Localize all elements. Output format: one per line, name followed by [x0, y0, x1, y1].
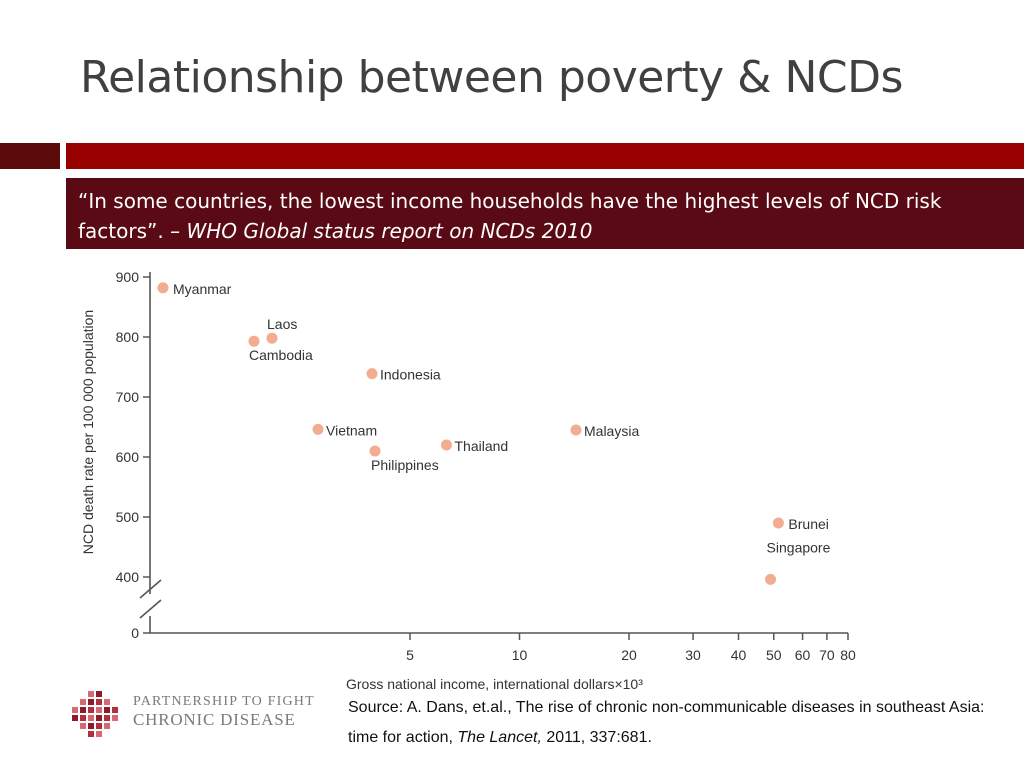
cross-grid-icon: [72, 691, 118, 737]
logo-cell: [104, 723, 110, 729]
quote-box: “In some countries, the lowest income ho…: [66, 178, 1024, 249]
accent-bar-dark: [0, 143, 60, 169]
y-tick-label: 700: [116, 389, 140, 405]
quote-citation: – WHO Global status report on NCDs 2010: [170, 219, 593, 243]
logo-cell: [88, 715, 94, 721]
x-tick-label: 60: [795, 647, 811, 663]
source-prefix: Source: A. Dans, et.al., The rise of chr…: [348, 699, 985, 746]
data-point-label: Laos: [267, 316, 297, 332]
source-publication: The Lancet,: [457, 729, 542, 746]
data-point-label: Cambodia: [249, 347, 313, 363]
logo-cell: [112, 715, 118, 721]
logo-cell: [80, 707, 86, 713]
y-tick-label: 600: [116, 449, 140, 465]
data-point-label: Indonesia: [380, 367, 441, 383]
logo-cell: [112, 707, 118, 713]
y-axis-title: NCD death rate per 100 000 population: [80, 310, 96, 554]
logo-cell: [72, 707, 78, 713]
data-point: [266, 332, 278, 344]
logo-cell: [88, 723, 94, 729]
logo-cell: [80, 699, 86, 705]
data-point-label: Myanmar: [173, 281, 232, 297]
data-point-label: Singapore: [767, 539, 831, 555]
quote-text: “In some countries, the lowest income ho…: [78, 189, 942, 243]
logo-cell: [104, 715, 110, 721]
x-tick-label: 50: [766, 647, 782, 663]
slide-title: Relationship between poverty & NCDs: [80, 52, 903, 103]
data-point: [772, 517, 784, 529]
data-point: [157, 282, 169, 294]
y-tick-label: 900: [116, 269, 140, 285]
x-axis-title: Gross national income, international dol…: [346, 676, 643, 692]
x-tick-label: 20: [621, 647, 637, 663]
data-point: [312, 423, 324, 435]
y-axis-break-mark: [139, 579, 162, 599]
logo-text: PARTNERSHIP TO FIGHT CHRONIC DISEASE: [133, 693, 315, 729]
logo-cell: [88, 699, 94, 705]
x-tick-label: 5: [406, 647, 414, 663]
data-point-label: Vietnam: [326, 422, 377, 438]
logo-cell: [80, 715, 86, 721]
logo-cell: [96, 691, 102, 697]
logo-cell: [104, 699, 110, 705]
chart-points: Myanmar Laos Cambodia Indonesia Vietnam Phili…: [157, 281, 831, 585]
data-point-label: Brunei: [788, 516, 828, 532]
data-point: [441, 439, 453, 451]
source-citation: Source: A. Dans, et.al., The rise of chr…: [348, 693, 1018, 753]
logo-cell: [96, 731, 102, 737]
x-tick-label: 80: [840, 647, 856, 663]
x-tick-label: 40: [731, 647, 747, 663]
x-tick-label: 30: [685, 647, 701, 663]
logo-cell: [80, 723, 86, 729]
logo-cell: [96, 715, 102, 721]
x-tick-label: 10: [512, 647, 528, 663]
partnership-logo: PARTNERSHIP TO FIGHT CHRONIC DISEASE: [68, 689, 318, 739]
accent-bar-red: [66, 143, 1024, 169]
data-point-label: Philippines: [371, 457, 439, 473]
logo-cell: [72, 715, 78, 721]
data-point: [248, 335, 260, 347]
data-point: [366, 368, 378, 380]
logo-cell: [96, 723, 102, 729]
data-point: [765, 573, 777, 585]
y-tick-label: 500: [116, 509, 140, 525]
logo-cell: [96, 707, 102, 713]
source-suffix: 2011, 337:681.: [541, 729, 652, 746]
data-point-label: Malaysia: [584, 423, 639, 439]
logo-cell: [104, 707, 110, 713]
logo-line-2: CHRONIC DISEASE: [133, 710, 296, 729]
y-tick-label: 0: [131, 625, 139, 641]
logo-cell: [88, 731, 94, 737]
chart-axes: 0 400 500 600 700 800 900 5 10 20 30 40 50 60 70 80: [116, 269, 856, 663]
logo-cell: [88, 691, 94, 697]
logo-cell: [88, 707, 94, 713]
y-tick-label: 400: [116, 569, 140, 585]
logo-line-1: PARTNERSHIP TO FIGHT: [133, 694, 315, 709]
x-tick-label: 70: [819, 647, 835, 663]
y-axis-break-mark: [139, 599, 162, 619]
y-tick-label: 800: [116, 329, 140, 345]
data-point: [570, 424, 582, 436]
data-point-label: Thailand: [455, 438, 509, 454]
data-point: [369, 445, 381, 457]
logo-cell: [96, 699, 102, 705]
